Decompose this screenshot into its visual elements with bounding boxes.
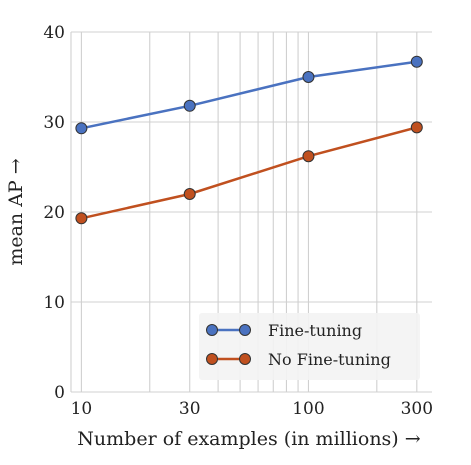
y-tick-labels: 0 10 20 30 40 [43, 23, 65, 403]
x-tick-labels: 10 30 100 300 [71, 399, 433, 419]
data-point [183, 188, 196, 200]
data-point [75, 122, 88, 135]
legend: Fine-tuning No Fine-tuning [199, 313, 420, 380]
data-point [302, 150, 315, 163]
legend-label-fine-tuning: Fine-tuning [268, 321, 362, 340]
x-tick-label: 30 [179, 399, 201, 419]
data-point [75, 212, 88, 225]
data-point [183, 99, 196, 112]
legend-box [199, 313, 420, 380]
y-tick-label: 10 [43, 293, 65, 313]
x-axis-label: Number of examples (in millions) → [77, 428, 420, 450]
data-point [302, 71, 315, 83]
legend-marker-no-fine-tuning [206, 353, 218, 365]
y-tick-label: 30 [43, 113, 65, 133]
y-axis-label: mean AP → [5, 158, 27, 265]
y-tick-label: 0 [54, 383, 65, 403]
y-tick-label: 40 [43, 23, 65, 43]
legend-marker-fine-tuning [206, 324, 218, 336]
y-tick-label: 20 [43, 203, 65, 223]
x-tick-label: 100 [292, 399, 324, 419]
series-line-0 [81, 60, 417, 130]
data-point [410, 121, 423, 134]
legend-marker-no-fine-tuning [239, 353, 251, 365]
legend-label-no-fine-tuning: No Fine-tuning [268, 350, 391, 369]
data-point [410, 55, 423, 68]
x-tick-label: 10 [71, 399, 93, 419]
x-tick-label: 300 [401, 399, 433, 419]
legend-marker-fine-tuning [239, 324, 251, 336]
series-layer [75, 55, 423, 225]
series-line-1 [81, 126, 418, 220]
